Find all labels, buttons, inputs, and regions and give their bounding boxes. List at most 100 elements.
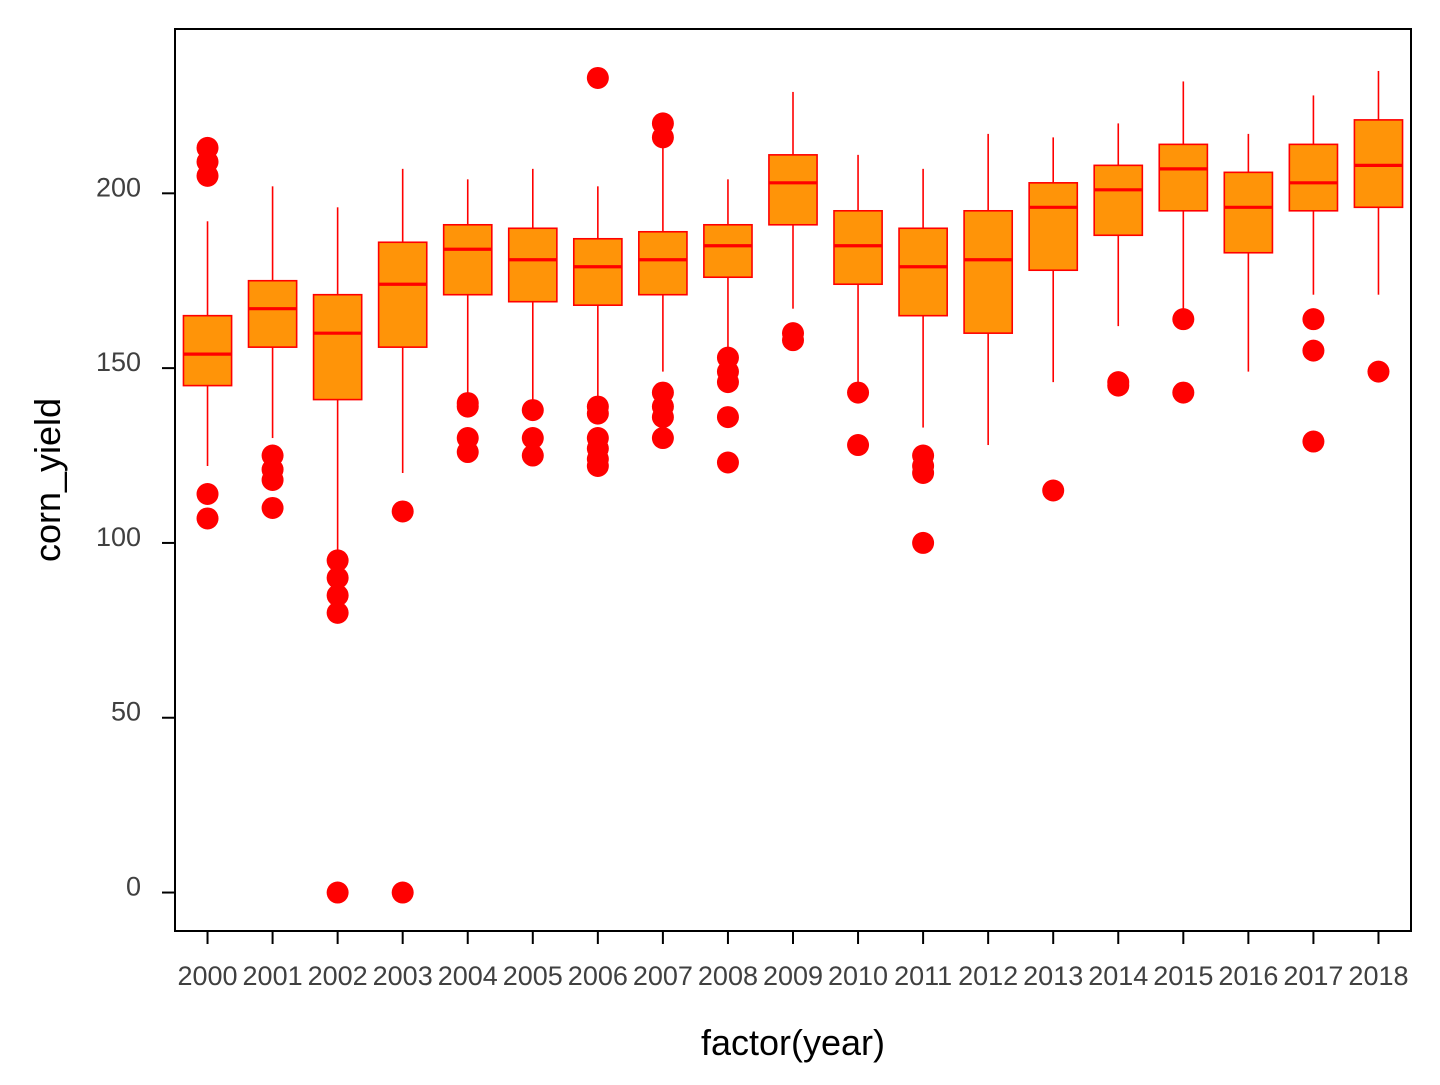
box-2007 [638,112,688,450]
outlier-point [847,381,870,404]
box-2013 [1028,137,1079,502]
box-iqr [1223,171,1274,254]
box-iqr [963,209,1014,334]
x-axis-title: factor(year) [701,1022,885,1063]
box-iqr [442,223,493,296]
outlier-point [912,531,935,554]
x-tick-label: 2000 [177,961,237,991]
outlier-point [1302,339,1325,362]
x-tick-label: 2009 [763,961,823,991]
outlier-point [912,444,935,467]
y-tick-label: 150 [96,347,141,377]
x-tick-label: 2013 [1023,961,1083,991]
x-tick-label: 2010 [828,961,888,991]
outlier-point [586,427,609,450]
outlier-point [196,482,219,505]
outlier-point [1107,371,1130,394]
box-2005 [507,168,558,467]
outlier-point [326,549,349,572]
y-tick-label: 50 [111,697,141,727]
outlier-point [1172,308,1195,331]
box-2011 [898,168,948,554]
box-2016 [1223,133,1274,372]
outlier-point [1042,479,1065,502]
outlier-point [716,451,739,474]
outlier-point [326,601,349,624]
box-iqr [833,209,883,286]
x-tick-label: 2011 [894,961,952,991]
box-iqr [1288,143,1339,212]
box-2017 [1288,95,1339,453]
y-tick-label: 0 [126,872,141,902]
x-tick-label: 2003 [373,961,433,991]
box-iqr [247,279,298,348]
box-iqr [312,293,363,401]
y-tick-label: 200 [96,172,141,202]
x-tick-label: 2014 [1088,961,1148,991]
box-2006 [572,66,623,478]
x-tick-label: 2002 [308,961,368,991]
box-iqr [768,154,818,226]
outlier-point [1172,381,1195,404]
box-2002 [312,207,363,904]
box-2014 [1093,123,1144,397]
box-iqr [182,314,233,387]
y-axis: 0 50 100 150 200 [96,172,175,902]
outlier-point [391,881,414,904]
box-2012 [963,133,1014,446]
x-tick-label: 2012 [958,961,1018,991]
outlier-point [261,444,284,467]
box-2003 [377,168,428,904]
x-tick-label: 2018 [1348,961,1408,991]
box-2008 [703,179,753,474]
x-tick-label: 2004 [438,961,498,991]
outlier-point [586,66,609,89]
outlier-point [196,507,219,530]
outlier-point [716,406,739,429]
box-2009 [768,91,818,352]
x-tick-label: 2016 [1218,961,1278,991]
box-2000 [182,136,233,530]
box-iqr [1353,119,1404,209]
box-2018 [1353,70,1404,383]
box-iqr [572,237,623,306]
box-2004 [442,179,493,464]
x-tick-label: 2015 [1153,961,1213,991]
x-tick-label: 2001 [243,961,303,991]
outlier-point [651,381,674,404]
box-2010 [833,154,883,457]
box-iqr [1158,143,1209,212]
x-tick-label: 2017 [1283,961,1343,991]
outlier-point [847,434,870,457]
box-iqr [377,241,428,348]
outlier-point [1367,360,1390,383]
outlier-point [521,399,544,422]
y-axis-title: corn_yield [27,398,68,562]
outlier-point [326,584,349,607]
x-tick-label: 2007 [633,961,693,991]
box-2001 [247,186,298,519]
outlier-point [651,427,674,450]
outlier-point [782,322,804,345]
x-tick-label: 2008 [698,961,758,991]
x-tick-label: 2005 [503,961,563,991]
outlier-point [521,427,544,450]
outlier-point [521,444,544,467]
outlier-point [196,136,219,159]
outlier-point [456,427,479,450]
box-iqr [638,230,688,296]
outlier-point [261,496,284,519]
boxes-layer [182,66,1404,904]
outlier-point [586,395,609,418]
outlier-point [651,112,674,135]
x-axis: 2000 2001 2002 2003 2004 2005 2006 2007 2008 2009… [177,931,1409,991]
outlier-point [1302,308,1325,331]
box-iqr [1093,164,1144,237]
outlier-point [1302,430,1325,453]
outlier-point [716,346,739,369]
outlier-point [326,881,349,904]
outlier-point [391,500,414,523]
outlier-point [326,566,349,589]
